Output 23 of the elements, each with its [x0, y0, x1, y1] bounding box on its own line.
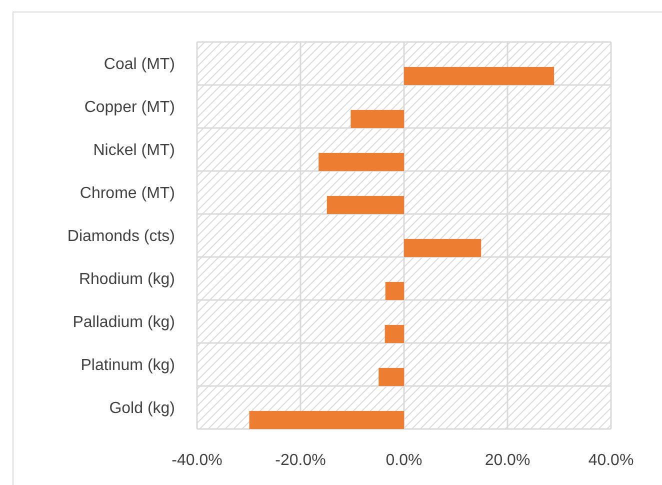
y-tick-label: Palladium (kg) [72, 314, 175, 332]
x-tick-label: 20.0% [484, 452, 530, 469]
bar [318, 152, 404, 171]
y-tick-label: Diamonds (cts) [67, 228, 175, 246]
bar [326, 196, 404, 214]
y-tick-label: Platinum (kg) [80, 357, 175, 374]
bar [350, 110, 404, 128]
bar [249, 410, 404, 429]
bar [384, 324, 404, 343]
bar [404, 66, 554, 85]
x-tick-label: 0.0% [386, 452, 422, 469]
y-tick-label: Coal (MT) [104, 56, 175, 74]
x-tick-label: -20.0% [275, 452, 326, 469]
x-tick-label: -40.0% [172, 452, 222, 469]
y-tick-label: Rhodium (kg) [78, 271, 175, 288]
x-tick-label: 40.0% [588, 452, 634, 469]
y-tick-label: Chrome (MT) [80, 185, 175, 202]
bar [385, 282, 404, 300]
y-tick-label: Nickel (MT) [93, 142, 175, 160]
y-tick-label: Gold (kg) [109, 400, 175, 418]
bar [378, 368, 404, 386]
y-tick-label: Copper (MT) [84, 99, 175, 116]
bar [404, 238, 482, 257]
